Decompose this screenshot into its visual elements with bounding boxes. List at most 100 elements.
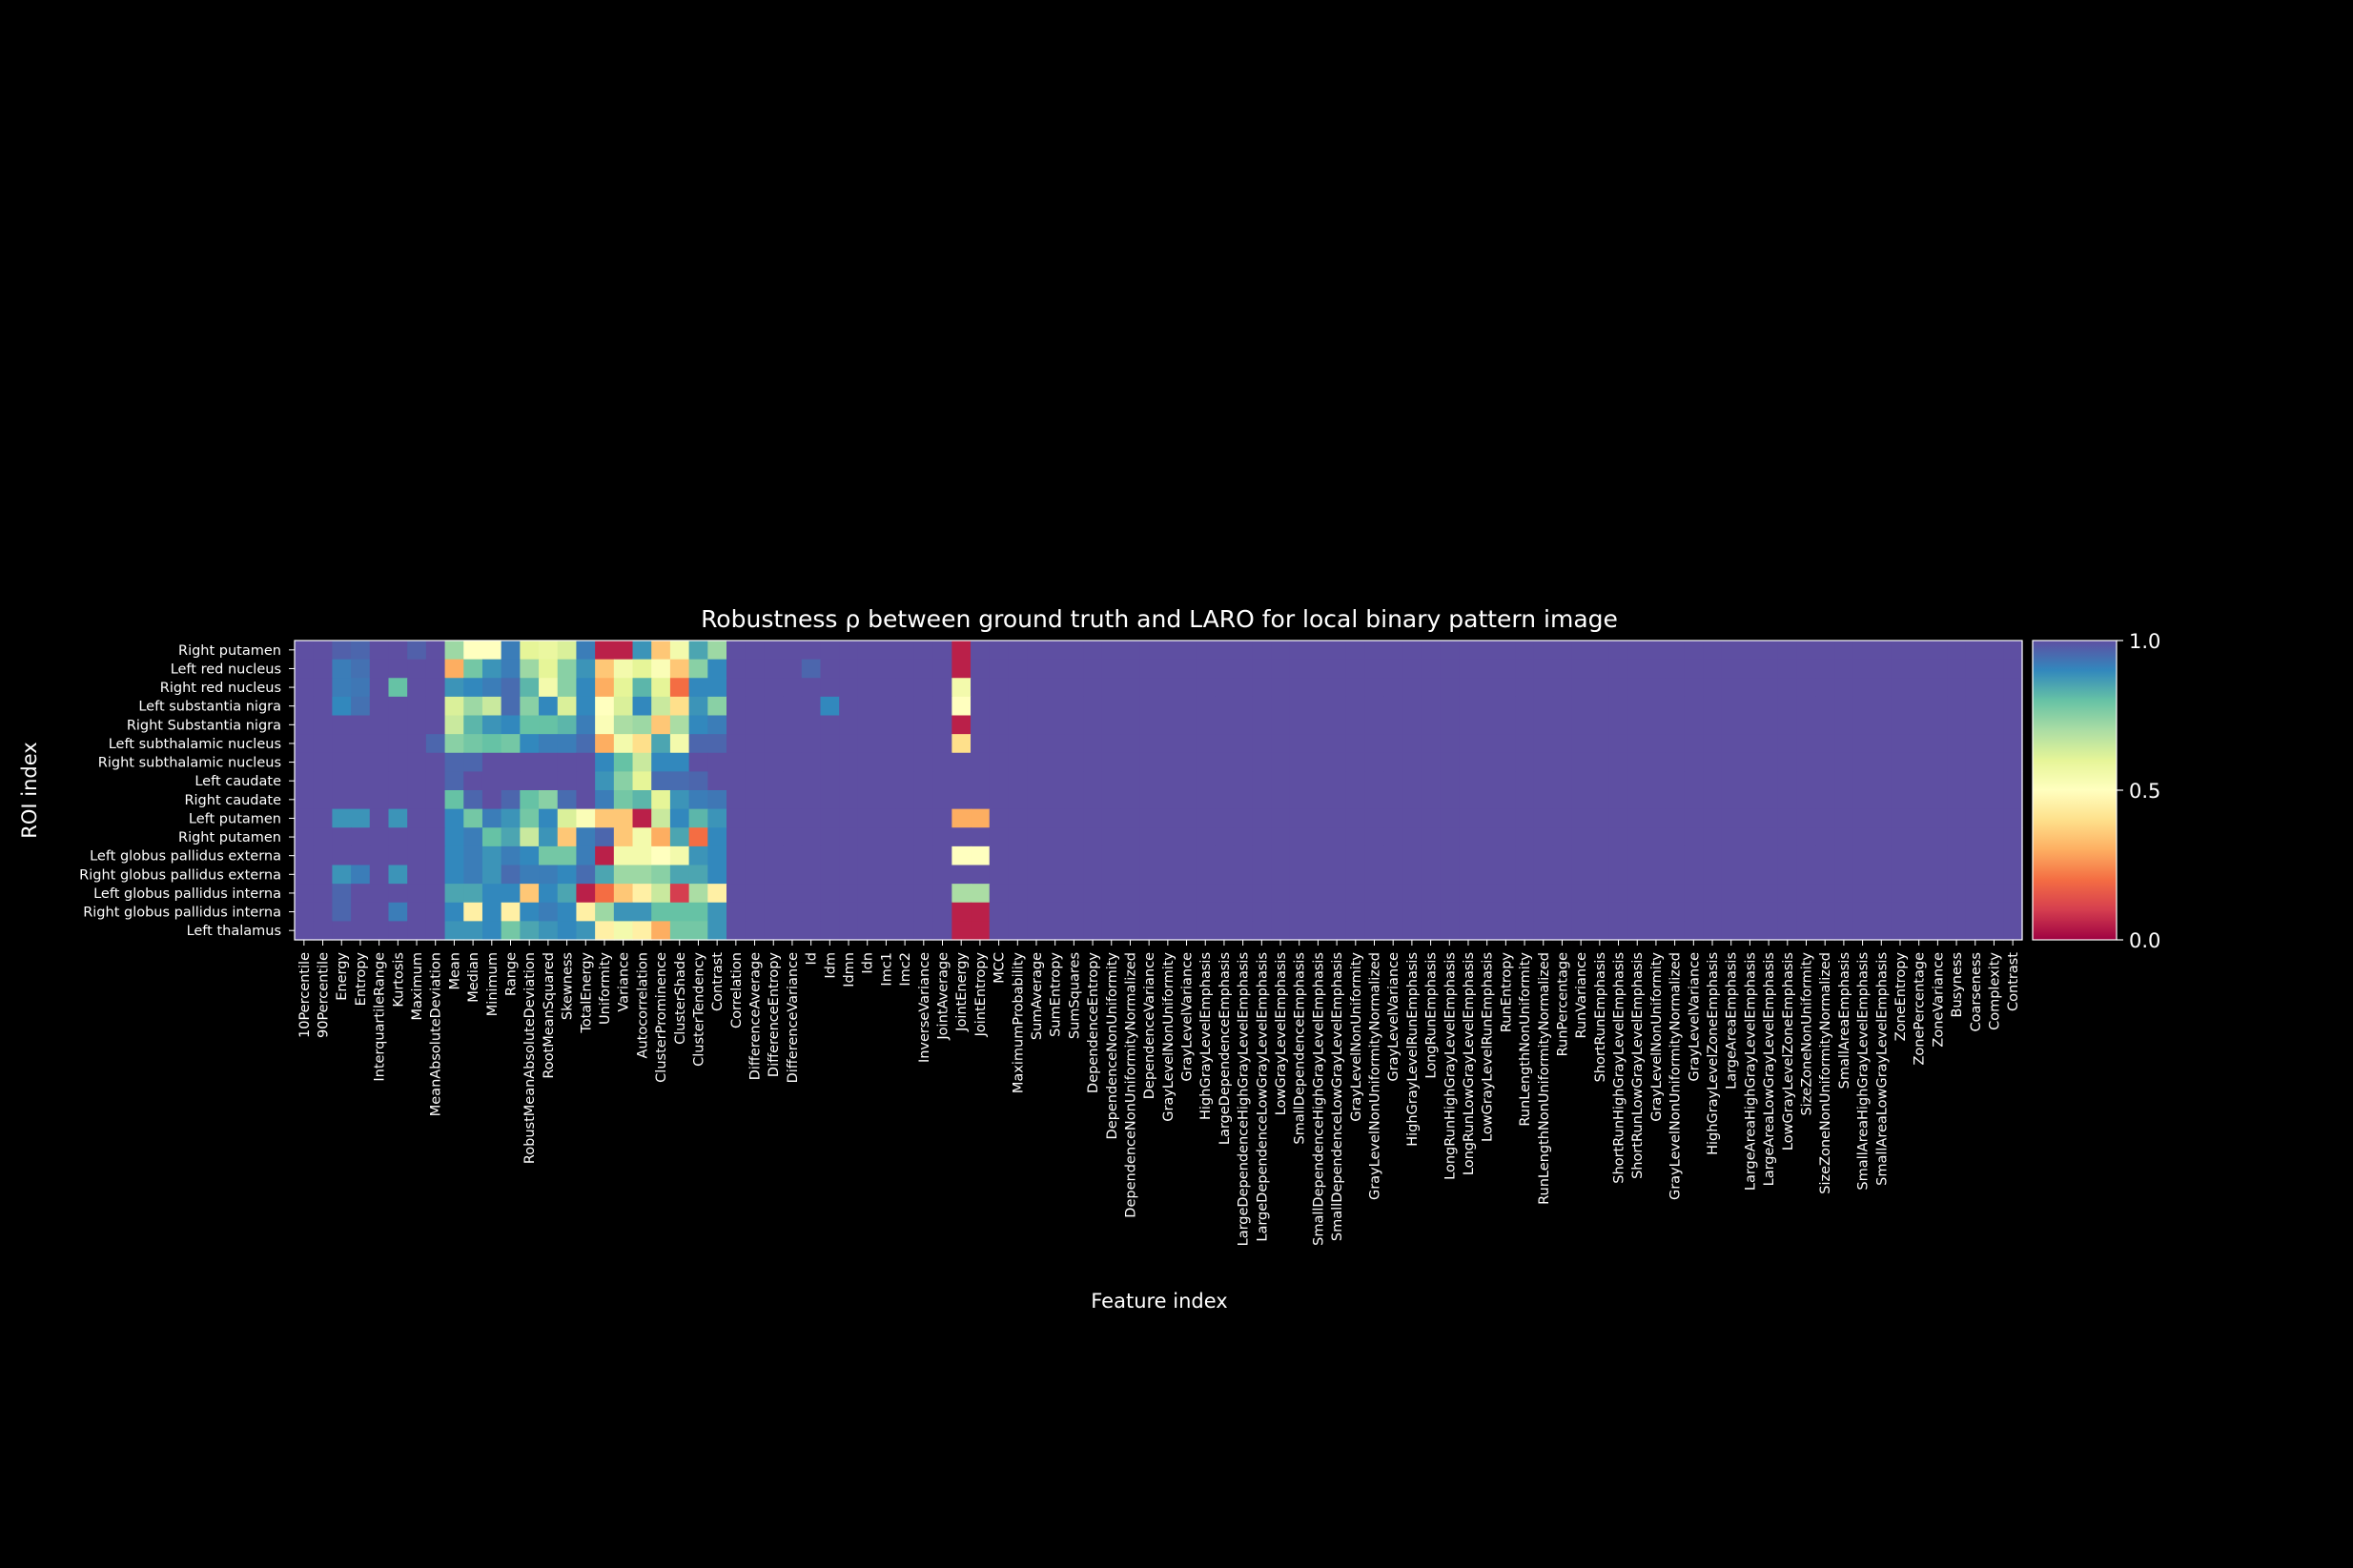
heatmap-cell	[745, 715, 765, 735]
heatmap-cell	[1909, 659, 1930, 679]
heatmap-cell	[1101, 771, 1122, 791]
heatmap-cell	[669, 827, 690, 847]
heatmap-cell	[820, 641, 840, 661]
heatmap-cell	[1947, 827, 1967, 847]
heatmap-cell	[613, 921, 634, 941]
heatmap-cell	[764, 827, 784, 847]
heatmap-cell	[688, 696, 708, 717]
heatmap-cell	[1402, 659, 1422, 679]
heatmap-cell	[595, 715, 615, 735]
heatmap-cell	[481, 771, 502, 791]
heatmap-cell	[1120, 865, 1140, 885]
heatmap-cell	[444, 884, 464, 904]
heatmap-cell	[1947, 752, 1967, 772]
heatmap-cell	[1571, 771, 1591, 791]
heatmap-cell	[501, 865, 521, 885]
heatmap-cell	[632, 921, 652, 941]
heatmap-cell	[1571, 902, 1591, 922]
heatmap-cell	[1928, 921, 1948, 941]
heatmap-cell	[895, 827, 915, 847]
heatmap-cell	[1891, 790, 1911, 810]
heatmap-cell	[726, 921, 747, 941]
heatmap-cell	[295, 865, 315, 885]
heatmap-cell	[1740, 771, 1760, 791]
heatmap-cell	[369, 808, 390, 828]
heatmap-cell	[539, 771, 559, 791]
heatmap-cell	[651, 865, 671, 885]
heatmap-cell	[1984, 808, 2004, 828]
heatmap-cell	[1928, 884, 1948, 904]
heatmap-cell	[1965, 845, 1986, 866]
heatmap-cell	[1308, 845, 1328, 866]
heatmap-cell	[313, 771, 333, 791]
heatmap-cell	[1459, 678, 1479, 698]
heatmap-cell	[1965, 921, 1986, 941]
heatmap-cell	[1909, 641, 1930, 661]
heatmap-cell	[745, 827, 765, 847]
heatmap-cell	[726, 771, 747, 791]
heatmap-cell	[1421, 771, 1442, 791]
heatmap-cell	[1083, 734, 1103, 754]
heatmap-cell	[1196, 790, 1216, 810]
heatmap-cell	[764, 715, 784, 735]
heatmap-cell	[764, 845, 784, 866]
x-tick-label: SmallAreaHighGrayLevelEmphasis	[1856, 952, 1872, 1191]
heatmap-cell	[1815, 790, 1835, 810]
heatmap-cell	[501, 659, 521, 679]
heatmap-cell	[1027, 678, 1047, 698]
heatmap-cell	[1308, 715, 1328, 735]
heatmap-cell	[783, 696, 803, 717]
x-tick-label: Energy	[335, 952, 350, 1001]
heatmap-cell	[1402, 921, 1422, 941]
heatmap-cell	[801, 641, 822, 661]
heatmap-cell	[1440, 865, 1460, 885]
heatmap-cell	[876, 696, 896, 717]
heatmap-cell	[1008, 865, 1028, 885]
heatmap-cell	[1552, 884, 1572, 904]
heatmap-cell	[1684, 790, 1704, 810]
heatmap-cell	[1252, 641, 1272, 661]
heatmap-cell	[1721, 752, 1742, 772]
heatmap-cell	[388, 808, 408, 828]
heatmap-cell	[1027, 771, 1047, 791]
heatmap-cell	[1703, 678, 1723, 698]
heatmap-cell	[764, 734, 784, 754]
heatmap-cell	[501, 734, 521, 754]
heatmap-cell	[1252, 715, 1272, 735]
heatmap-cell	[1496, 734, 1516, 754]
heatmap-cell	[1965, 827, 1986, 847]
heatmap-cell	[1215, 790, 1235, 810]
heatmap-cell	[520, 752, 540, 772]
heatmap-cell	[351, 921, 371, 941]
heatmap-cell	[1364, 790, 1384, 810]
heatmap-cell	[1345, 734, 1366, 754]
heatmap-cell	[839, 865, 859, 885]
heatmap-cell	[801, 884, 822, 904]
heatmap-cell	[1083, 641, 1103, 661]
heatmap-cell	[707, 808, 727, 828]
heatmap-cell	[1852, 808, 1873, 828]
heatmap-cell	[895, 659, 915, 679]
heatmap-cell	[839, 715, 859, 735]
heatmap-cell	[1703, 921, 1723, 941]
heatmap-cell	[520, 790, 540, 810]
x-tick-label: LargeAreaLowGrayLevelEmphasis	[1762, 952, 1777, 1186]
heatmap-cell	[857, 659, 878, 679]
x-tick-label: Imc2	[898, 952, 913, 987]
heatmap-cell	[1496, 845, 1516, 866]
heatmap-cell	[1158, 659, 1178, 679]
heatmap-cell	[801, 696, 822, 717]
heatmap-cell	[1233, 865, 1254, 885]
x-tick-label: Busyness	[1950, 952, 1965, 1018]
heatmap-cell	[539, 790, 559, 810]
heatmap-cell	[1627, 734, 1647, 754]
heatmap-cell	[2003, 808, 2023, 828]
heatmap-cell	[1327, 845, 1347, 866]
heatmap-cell	[1590, 845, 1610, 866]
heatmap-cell	[1308, 827, 1328, 847]
heatmap-cell	[1852, 734, 1873, 754]
heatmap-cell	[1139, 696, 1159, 717]
heatmap-cell	[1440, 752, 1460, 772]
heatmap-cell	[1083, 678, 1103, 698]
